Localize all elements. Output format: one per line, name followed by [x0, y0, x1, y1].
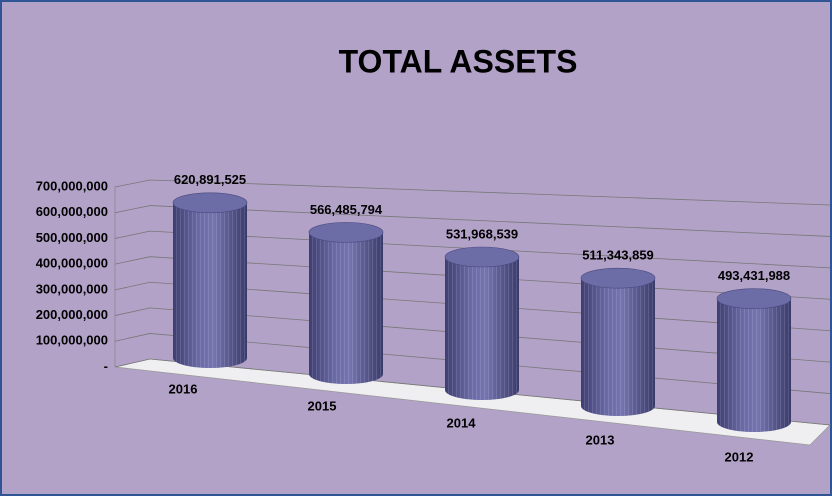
data-label: 566,485,794 — [310, 202, 383, 217]
cylinder-stripes — [309, 232, 383, 384]
y-tick-label: 700,000,000 — [36, 178, 108, 193]
y-tick-label: 200,000,000 — [36, 307, 108, 322]
cylinder-stripes — [717, 298, 791, 432]
y-tick-label: 300,000,000 — [36, 281, 108, 296]
y-tick-label: 400,000,000 — [36, 256, 108, 271]
x-tick-label: 2012 — [725, 449, 754, 464]
cylinder-top — [580, 267, 656, 289]
grid-line — [114, 205, 831, 237]
cylinder-top — [716, 288, 792, 309]
y-tick-label: 100,000,000 — [36, 333, 108, 348]
cylinder-top — [172, 192, 248, 214]
data-label: 493,431,988 — [718, 268, 790, 283]
cylinder-stripes — [173, 202, 247, 368]
grid-line — [114, 230, 831, 269]
data-label: 620,891,525 — [174, 172, 246, 187]
x-tick-label: 2013 — [586, 432, 615, 447]
data-label: 511,343,859 — [582, 248, 654, 263]
cylinder-stripes — [445, 257, 519, 400]
y-tick-label: 500,000,000 — [36, 230, 108, 245]
cylinder-top — [444, 246, 520, 268]
cylinder-stripes — [581, 278, 655, 416]
chart-title: TOTAL ASSETS — [339, 43, 578, 79]
y-tick-label: 600,000,000 — [36, 204, 108, 219]
x-tick-label: 2016 — [169, 381, 198, 396]
x-tick-label: 2014 — [447, 415, 477, 430]
cylinder-top — [308, 222, 384, 243]
grid-line — [114, 179, 831, 206]
x-tick-label: 2015 — [308, 398, 337, 413]
data-label: 531,968,539 — [446, 226, 518, 241]
y-tick-label: - — [104, 358, 108, 373]
